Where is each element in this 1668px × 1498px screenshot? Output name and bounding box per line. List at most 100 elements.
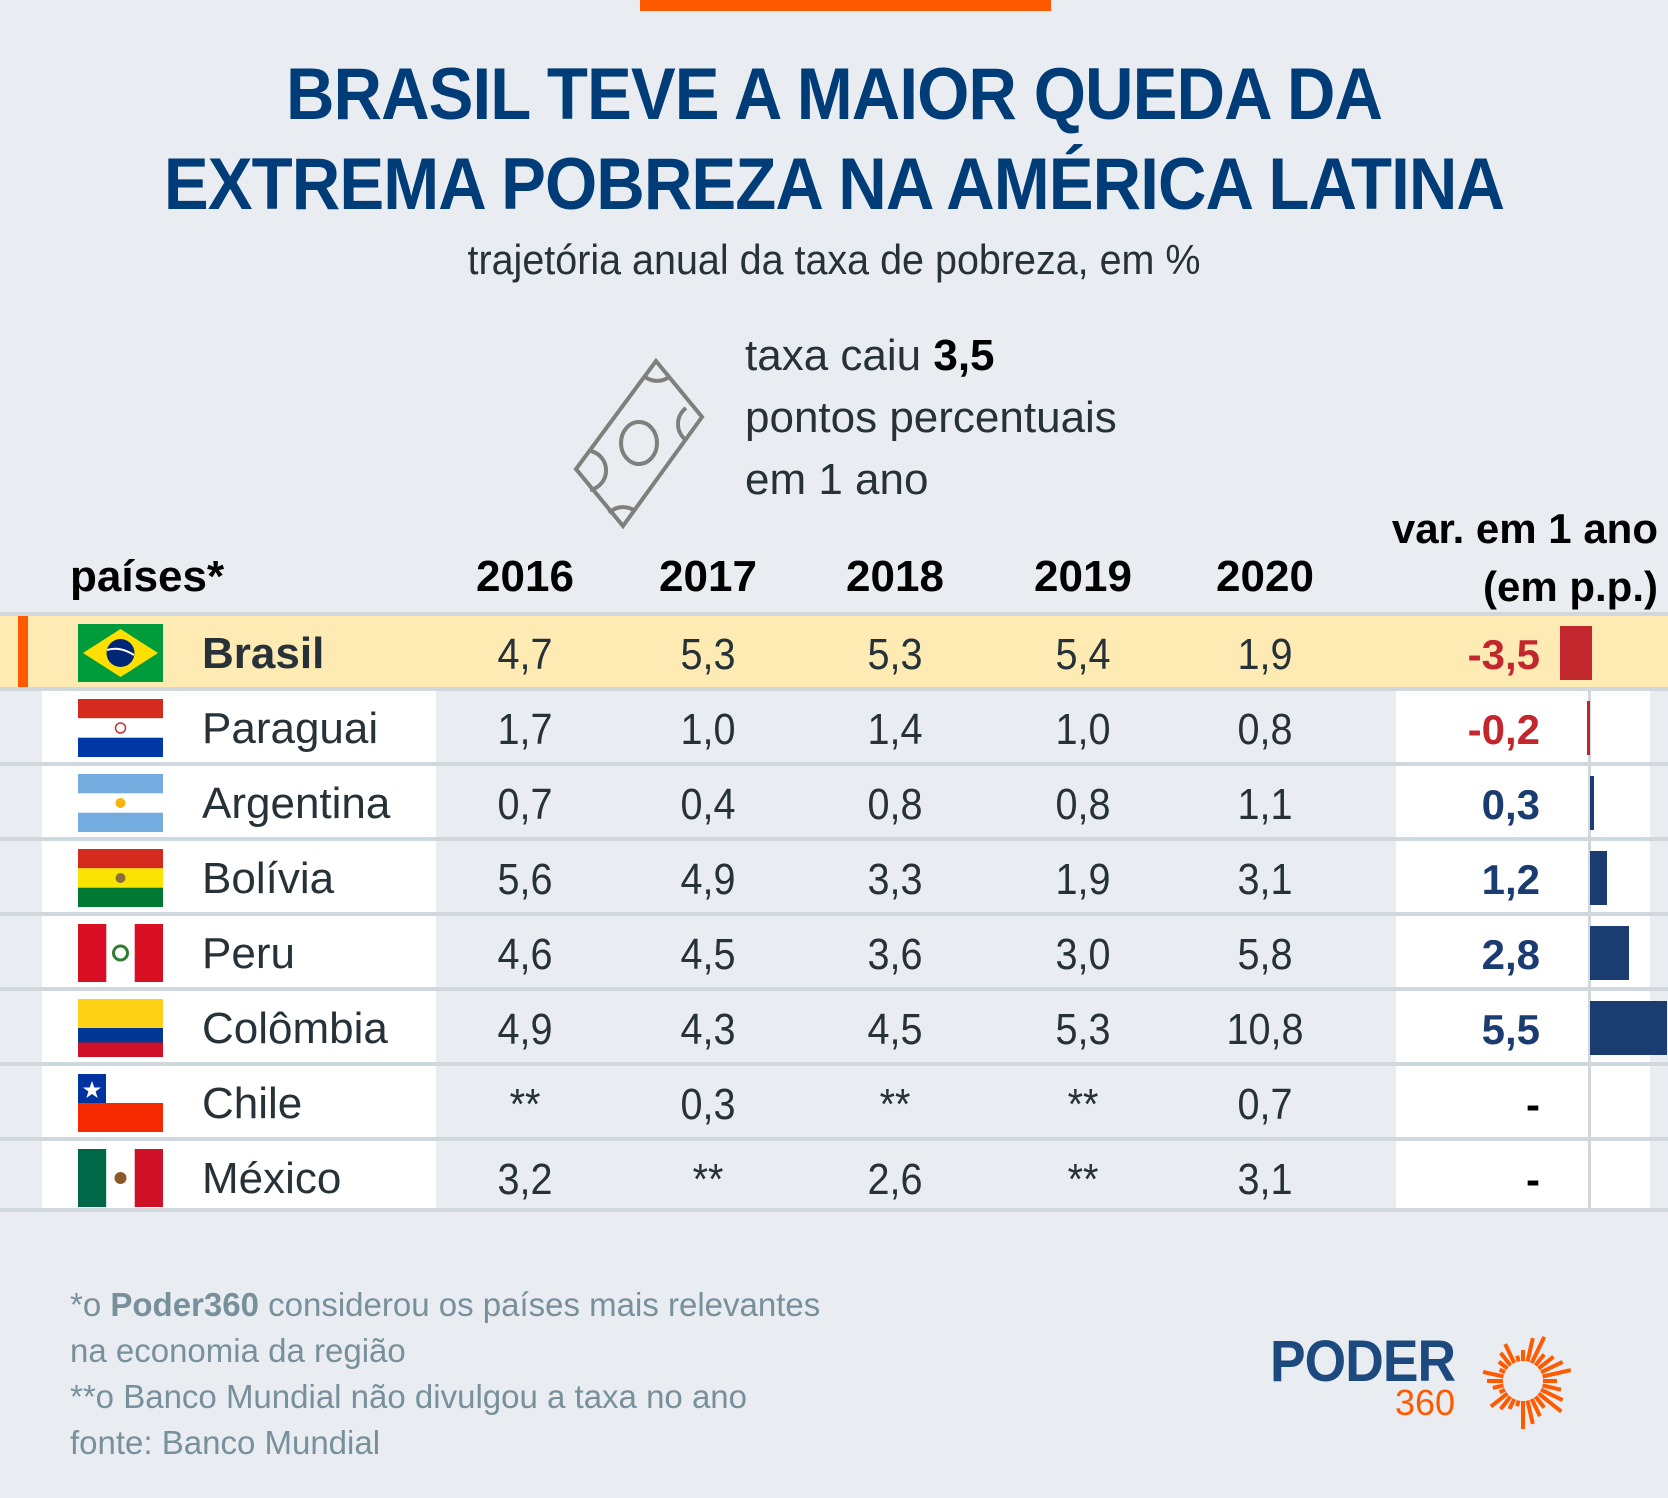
value-cell: 0,8: [1237, 705, 1293, 754]
table-row: Chile ** 0,3 ** ** 0,7 -: [0, 1062, 1668, 1137]
value-cell: **: [1067, 1080, 1099, 1129]
country-name: Peru: [202, 929, 295, 978]
colombia-flag-icon: [78, 999, 163, 1057]
header-countries: países*: [70, 552, 225, 601]
value-cell: 3,6: [867, 930, 923, 979]
variation-bar: [1560, 626, 1592, 680]
argentina-flag-icon: [78, 774, 163, 832]
variation-value: -3,5: [1467, 631, 1540, 678]
accent-bar: [640, 0, 1051, 11]
value-cell: 5,6: [497, 855, 553, 904]
value-cell: 0,3: [680, 1080, 736, 1129]
brazil-flag-icon: [78, 624, 163, 682]
chile-flag-icon: [78, 1074, 163, 1132]
header-year-2019: 2019: [1034, 552, 1132, 601]
title-line-2: EXTREMA POBREZA NA AMÉRICA LATINA: [163, 144, 1505, 225]
variation-bar: [1590, 851, 1607, 905]
value-cell: 1,0: [680, 705, 736, 754]
variation-value: -: [1526, 1081, 1540, 1128]
table-row: México 3,2 ** 2,6 ** 3,1 -: [0, 1137, 1668, 1212]
value-cell: **: [509, 1080, 541, 1129]
value-cell: 0,7: [1237, 1080, 1293, 1129]
value-cell: 5,3: [1055, 1005, 1111, 1054]
mexico-flag-icon: [78, 1149, 163, 1207]
value-cell: 1,9: [1237, 630, 1293, 679]
variation-value: -0,2: [1467, 706, 1540, 753]
value-cell: 1,0: [1055, 705, 1111, 754]
value-cell: **: [879, 1080, 911, 1129]
value-cell: 1,4: [867, 705, 923, 754]
value-cell: **: [692, 1155, 724, 1204]
variation-cell: [1396, 1066, 1650, 1137]
source-note: fonte: Banco Mundial: [70, 1424, 381, 1461]
value-cell: 5,3: [680, 630, 736, 679]
table-row: Argentina 0,7 0,4 0,8 0,8 1,1 0,3: [0, 762, 1668, 837]
variation-cell: [1396, 691, 1650, 762]
country-name: México: [202, 1154, 342, 1203]
value-cell: 5,8: [1237, 930, 1293, 979]
paraguay-flag-icon: [78, 699, 163, 757]
sun-burst-icon: [1482, 1336, 1571, 1429]
value-cell: 0,4: [680, 780, 736, 829]
table-row: Peru 4,6 4,5 3,6 3,0 5,8 2,8: [0, 912, 1668, 987]
logo-text: PODER: [1270, 1329, 1456, 1394]
variation-bar: [1590, 926, 1630, 980]
footnote-1-cont: na economia da região: [70, 1332, 406, 1369]
poder360-logo: PODER 360: [1265, 1328, 1571, 1438]
callout-value: 3,5: [933, 331, 995, 380]
footnote-2: **o Banco Mundial não divulgou a taxa no…: [70, 1378, 747, 1415]
bar-axis: [1588, 766, 1591, 837]
table-row: Colômbia 4,9 4,3 4,5 5,3 10,8 5,5: [0, 987, 1668, 1062]
variation-cell: [1396, 841, 1650, 912]
bar-axis: [1588, 916, 1591, 987]
table-row: Paraguai 1,7 1,0 1,4 1,0 0,8 -0,2: [0, 687, 1668, 762]
logo-number: 360: [1395, 1382, 1456, 1423]
country-name: Paraguai: [202, 704, 379, 753]
footnote-1: *o Poder360 considerou os países mais re…: [70, 1286, 821, 1323]
value-cell: 3,3: [867, 855, 923, 904]
header-year-2017: 2017: [659, 552, 757, 601]
country-name: Brasil: [202, 629, 325, 678]
variation-value: 1,2: [1481, 856, 1540, 903]
table-row: Bolívia 5,6 4,9 3,3 1,9 3,1 1,2: [0, 837, 1668, 912]
value-cell: 3,1: [1237, 855, 1293, 904]
banknote-icon: [556, 355, 726, 530]
value-cell: 1,9: [1055, 855, 1111, 904]
header-year-2016: 2016: [476, 552, 574, 601]
value-cell: 10,8: [1226, 1005, 1304, 1054]
value-cell: 3,1: [1237, 1155, 1293, 1204]
value-cell: 1,1: [1237, 780, 1293, 829]
variation-bar: [1587, 701, 1590, 755]
value-cell: 3,0: [1055, 930, 1111, 979]
title-line-1: BRASIL TEVE A MAIOR QUEDA DA: [285, 54, 1383, 135]
value-cell: 5,4: [1055, 630, 1111, 679]
value-cell: 0,7: [497, 780, 553, 829]
variation-value: 0,3: [1481, 781, 1540, 828]
bolivia-flag-icon: [78, 849, 163, 907]
variation-value: 2,8: [1481, 931, 1540, 978]
value-cell: 4,7: [497, 630, 553, 679]
variation-value: -: [1526, 1156, 1540, 1203]
value-cell: 4,6: [497, 930, 553, 979]
value-cell: 4,9: [497, 1005, 553, 1054]
table-row: Brasil 4,7 5,3 5,3 5,4 1,9 -3,5: [0, 612, 1668, 687]
chart-title: BRASIL TEVE A MAIOR QUEDA DA EXTREMA POB…: [67, 50, 1602, 230]
variation-bar: [1590, 1001, 1667, 1055]
variation-cell: [1396, 766, 1650, 837]
bar-axis: [1588, 991, 1591, 1062]
value-cell: 0,8: [1055, 780, 1111, 829]
chart-subtitle: trajetória anual da taxa de pobreza, em …: [467, 236, 1201, 283]
callout-text: taxa caiu 3,5 pontos percentuais em 1 an…: [745, 331, 1117, 504]
variation-cell: [1396, 1141, 1650, 1208]
bar-axis: [1588, 1066, 1591, 1137]
header-year-2018: 2018: [846, 552, 944, 601]
country-name: Colômbia: [202, 1004, 388, 1053]
value-cell: 4,9: [680, 855, 736, 904]
variation-bar: [1590, 776, 1595, 830]
value-cell: **: [1067, 1155, 1099, 1204]
value-cell: 5,3: [867, 630, 923, 679]
highlight-marker: [18, 616, 28, 687]
data-table: Brasil 4,7 5,3 5,3 5,4 1,9 -3,5 Paraguai 1,7 1,0 1…: [0, 612, 1668, 1212]
bar-axis: [1588, 841, 1591, 912]
value-cell: 1,7: [497, 705, 553, 754]
